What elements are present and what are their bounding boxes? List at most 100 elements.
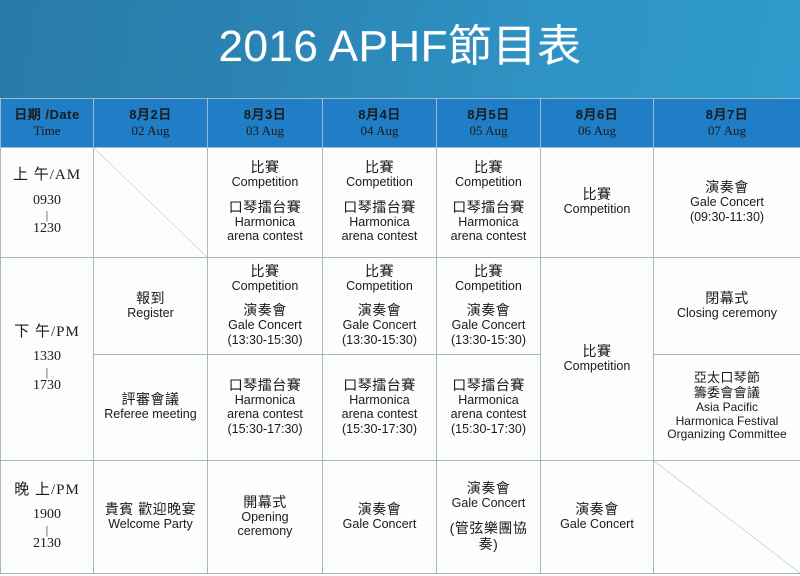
header-time-label: Time	[33, 123, 61, 138]
page-title: 2016 APHF節目表	[218, 22, 582, 71]
event-cn: 開幕式	[243, 493, 287, 510]
diagonal-strike-icon	[654, 461, 800, 573]
header-col-aug06-en: 06 Aug	[578, 123, 616, 138]
event-competition: 比賽 Competition	[440, 263, 537, 293]
event-harmonica-arena: 口琴擂台賽 Harmonica arena contest (15:30-17:…	[326, 377, 433, 436]
event-cn: 比賽	[250, 159, 280, 176]
event-en-2: arena contest	[450, 407, 527, 422]
event-closing-ceremony: 閉幕式 Closing ceremony	[657, 290, 797, 320]
header-col-aug05: 8月5日 05 Aug	[436, 98, 541, 148]
table-header-row: 日期 /Date Time 8月2日 02 Aug 8月3日 03 Aug 8月…	[0, 98, 800, 148]
event-gale-concert: 演奏會 Gale Concert (13:30-15:30)	[211, 302, 319, 347]
event-cn: 口琴擂台賽	[452, 376, 525, 393]
event-cn: 演奏會	[575, 500, 619, 517]
title-banner: 2016 APHF節目表	[0, 0, 800, 98]
event-cn: 口琴擂台賽	[343, 198, 416, 215]
header-date-time: 日期 /Date Time	[0, 98, 94, 148]
time-slot-am-start: 0930	[33, 192, 61, 208]
header-col-aug06: 8月6日 06 Aug	[540, 98, 654, 148]
event-en-3: Organizing Committee	[667, 427, 787, 442]
event-cn: 比賽	[582, 186, 612, 203]
event-cn: 比賽	[250, 262, 280, 279]
event-register: 報到 Register	[97, 290, 204, 320]
table-row-pm-first: 下 午/PM 1330 | 1730 報到 Register 比賽 Compet…	[0, 257, 800, 461]
event-en: Gale Concert	[451, 496, 526, 511]
event-cn: 口琴擂台賽	[452, 198, 525, 215]
event-competition: 比賽 Competition	[211, 263, 319, 293]
event-cn-2: 籌委會會議	[693, 384, 761, 400]
event-en: Opening	[241, 509, 289, 524]
header-col-aug02-cn: 8月2日	[129, 106, 172, 122]
time-slot-pm-period: 下 午/PM	[14, 323, 80, 340]
event-en: Competition	[231, 278, 299, 293]
time-slot-evening: 晚 上/PM 1900 | 2130	[0, 460, 94, 574]
event-en: Competition	[563, 358, 631, 373]
event-welcome-party: 貴賓 歡迎晚宴 Welcome Party	[97, 501, 204, 531]
event-time: (13:30-15:30)	[341, 332, 418, 347]
event-en: Harmonica	[234, 392, 296, 407]
cell-evening-aug06: 演奏會 Gale Concert	[540, 460, 654, 574]
event-cn: 演奏會	[243, 302, 287, 319]
event-en-2: Harmonica Festival	[675, 413, 779, 428]
event-en: Competition	[563, 202, 631, 217]
event-en: Gale Concert	[342, 318, 417, 333]
event-time: (15:30-17:30)	[450, 421, 527, 436]
header-date-label: 日期 /Date	[14, 106, 80, 122]
event-cn: 貴賓 歡迎晚宴	[104, 500, 197, 517]
header-col-aug05-cn: 8月5日	[467, 106, 510, 122]
event-cn: 比賽	[474, 262, 503, 279]
time-slot-am-end: 1230	[33, 221, 61, 237]
event-cn: 比賽	[474, 159, 503, 176]
schedule-table: 日期 /Date Time 8月2日 02 Aug 8月3日 03 Aug 8月…	[0, 98, 800, 574]
time-slot-pm-dash: |	[45, 364, 49, 379]
cell-pm1-aug04: 比賽 Competition 演奏會 Gale Concert (13:30-1…	[322, 257, 437, 355]
event-cn: 比賽	[582, 342, 612, 359]
cell-pm2-aug05: 口琴擂台賽 Harmonica arena contest (15:30-17:…	[436, 354, 541, 461]
event-en: Competition	[346, 175, 413, 190]
event-cn: 亞太口琴節	[693, 369, 761, 385]
header-col-aug03-en: 03 Aug	[246, 123, 284, 138]
event-harmonica-arena: 口琴擂台賽 Harmonica arena contest (15:30-17:…	[440, 377, 537, 436]
event-gale-concert: 演奏會 Gale Concert	[544, 501, 650, 531]
time-slot-am: 上 午/AM 0930 | 1230	[0, 147, 94, 258]
event-cn: 口琴擂台賽	[228, 198, 302, 215]
event-cn: 報到	[136, 289, 165, 306]
header-col-aug04: 8月4日 04 Aug	[322, 98, 437, 148]
event-en: Referee meeting	[104, 407, 197, 422]
cell-am-aug02-empty	[93, 147, 208, 258]
event-gale-concert: 演奏會 Gale Concert (09:30-11:30)	[657, 179, 797, 224]
cell-evening-aug07-empty	[653, 460, 800, 574]
event-cn: 口琴擂台賽	[343, 376, 416, 393]
time-slot-evening-dash: |	[45, 522, 49, 537]
table-row-am: 上 午/AM 0930 | 1230 比賽 Competition	[0, 147, 800, 258]
header-col-aug06-cn: 8月6日	[575, 106, 619, 122]
event-en: Harmonica	[458, 392, 519, 407]
event-en: Gale Concert	[342, 516, 417, 531]
event-harmonica-arena: 口琴擂台賽 Harmonica arena contest (15:30-17:…	[211, 377, 319, 436]
header-col-aug05-en: 05 Aug	[469, 123, 508, 138]
time-slot-pm-start: 1330	[33, 349, 61, 365]
event-competition: 比賽 Competition	[326, 263, 433, 293]
event-en: Harmonica	[234, 214, 296, 229]
event-harmonica-arena: 口琴擂台賽 Harmonica arena contest	[440, 199, 537, 244]
event-en: Register	[127, 305, 174, 320]
event-en: Gale Concert	[451, 318, 526, 333]
event-competition: 比賽 Competition	[326, 159, 433, 189]
event-en: Gale Concert	[690, 195, 764, 210]
event-competition: 比賽 Competition	[544, 343, 650, 373]
event-cn: 比賽	[365, 262, 394, 279]
cell-pm1-aug03: 比賽 Competition 演奏會 Gale Concert (13:30-1…	[207, 257, 323, 355]
time-slot-evening-period: 晚 上/PM	[14, 481, 80, 498]
event-cn: 口琴擂台賽	[228, 376, 302, 393]
event-en-2: arena contest	[450, 229, 527, 244]
event-organizing-committee: 亞太口琴節 籌委會會議 Asia Pacific Harmonica Festi…	[657, 369, 797, 442]
event-en: Competition	[231, 175, 299, 190]
cell-am-aug05: 比賽 Competition 口琴擂台賽 Harmonica arena con…	[436, 147, 541, 258]
cell-evening-aug05: 演奏會 Gale Concert (管弦樂團協奏)	[436, 460, 541, 574]
event-en-2: arena contest	[341, 229, 418, 244]
header-col-aug07: 8月7日 07 Aug	[653, 98, 800, 148]
header-col-aug04-cn: 8月4日	[358, 106, 401, 122]
event-competition: 比賽 Competition	[440, 159, 537, 189]
header-col-aug02-en: 02 Aug	[131, 123, 170, 138]
cell-pm2-aug02: 評審會議 Referee meeting	[93, 354, 208, 461]
